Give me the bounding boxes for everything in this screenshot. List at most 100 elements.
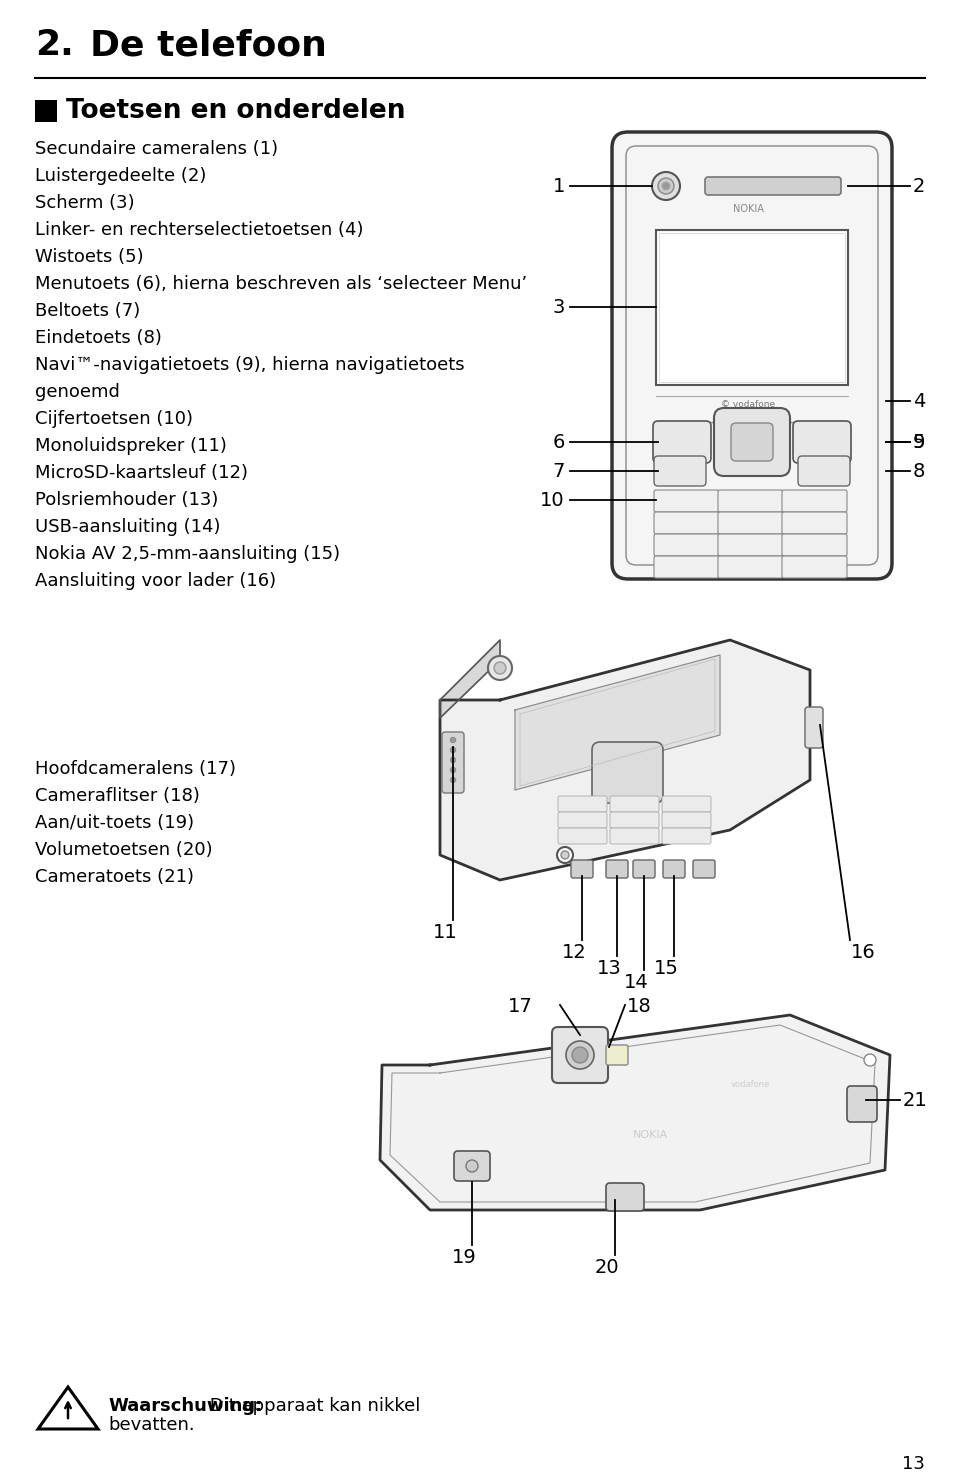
Text: bevatten.: bevatten. (108, 1415, 195, 1435)
FancyBboxPatch shape (714, 408, 790, 476)
FancyBboxPatch shape (654, 456, 706, 486)
Text: 9: 9 (805, 539, 810, 548)
Text: 15: 15 (654, 959, 679, 978)
FancyBboxPatch shape (592, 742, 663, 803)
Circle shape (566, 1040, 594, 1069)
FancyBboxPatch shape (805, 707, 823, 748)
FancyBboxPatch shape (633, 860, 655, 877)
Text: Cijfertoetsen (10): Cijfertoetsen (10) (35, 411, 193, 428)
Text: 16: 16 (851, 943, 876, 962)
Text: 18: 18 (627, 997, 652, 1017)
Text: Scherm (3): Scherm (3) (35, 194, 134, 212)
Circle shape (494, 662, 506, 674)
Text: 5: 5 (913, 433, 925, 452)
FancyBboxPatch shape (782, 534, 847, 556)
Text: 3: 3 (805, 496, 810, 505)
Text: def: def (816, 496, 825, 501)
Circle shape (451, 768, 455, 772)
Text: 8: 8 (913, 462, 925, 482)
Text: 1: 1 (677, 496, 682, 505)
Text: vodafone: vodafone (731, 1080, 770, 1089)
FancyBboxPatch shape (718, 511, 783, 534)
Circle shape (450, 778, 455, 782)
Circle shape (450, 768, 455, 772)
FancyBboxPatch shape (558, 812, 607, 828)
Polygon shape (440, 640, 810, 880)
Text: 6: 6 (805, 519, 810, 528)
FancyBboxPatch shape (571, 860, 593, 877)
Text: abc: abc (752, 496, 762, 501)
FancyBboxPatch shape (612, 132, 892, 579)
Circle shape (652, 172, 680, 200)
Text: 14: 14 (624, 974, 648, 991)
FancyBboxPatch shape (718, 556, 783, 578)
Text: © vodafone: © vodafone (721, 400, 775, 409)
Circle shape (557, 848, 573, 863)
FancyBboxPatch shape (552, 1027, 608, 1083)
Text: Ȧ: Ȧ (688, 496, 692, 501)
Bar (659, 233, 845, 382)
Bar (35, 99, 57, 122)
FancyBboxPatch shape (454, 1152, 490, 1181)
Text: MicroSD-kaartsleuf (12): MicroSD-kaartsleuf (12) (35, 464, 248, 482)
Text: ☎: ☎ (673, 436, 690, 449)
Text: 7: 7 (677, 539, 682, 548)
Text: wxyz: wxyz (816, 539, 829, 545)
FancyBboxPatch shape (653, 421, 711, 462)
FancyBboxPatch shape (782, 511, 847, 534)
FancyBboxPatch shape (718, 491, 783, 511)
Text: 20: 20 (594, 1258, 619, 1277)
FancyBboxPatch shape (663, 860, 685, 877)
Text: 12: 12 (562, 943, 587, 962)
Bar (656, 230, 848, 385)
Text: mno: mno (816, 519, 828, 523)
Circle shape (451, 757, 455, 762)
FancyBboxPatch shape (442, 732, 464, 793)
FancyBboxPatch shape (705, 176, 841, 196)
Text: 7: 7 (553, 462, 565, 482)
Text: 17: 17 (508, 997, 533, 1017)
Text: 4: 4 (913, 393, 925, 411)
Text: Aan/uit-toets (19): Aan/uit-toets (19) (35, 814, 194, 831)
Text: Beltoets (7): Beltoets (7) (35, 302, 140, 320)
Text: ghi: ghi (688, 519, 697, 523)
Text: ...: ... (752, 562, 757, 568)
Text: +: + (688, 562, 693, 568)
Text: 3: 3 (553, 298, 565, 317)
FancyBboxPatch shape (793, 421, 851, 462)
Polygon shape (380, 1015, 890, 1209)
Text: NOKIA: NOKIA (732, 205, 763, 213)
Text: Menutoets (6), hierna beschreven als ‘selecteer Menu’: Menutoets (6), hierna beschreven als ‘se… (35, 276, 527, 293)
Circle shape (488, 657, 512, 680)
FancyBboxPatch shape (847, 1086, 877, 1122)
Text: USB-aansluiting (14): USB-aansluiting (14) (35, 519, 221, 536)
Text: Volumetoetsen (20): Volumetoetsen (20) (35, 840, 212, 860)
Text: Cameratoets (21): Cameratoets (21) (35, 868, 194, 886)
FancyBboxPatch shape (782, 491, 847, 511)
Text: Wistoets (5): Wistoets (5) (35, 247, 144, 265)
Text: ¤: ¤ (816, 562, 820, 568)
FancyBboxPatch shape (662, 812, 711, 828)
FancyBboxPatch shape (662, 796, 711, 812)
Text: Dit apparaat kan nikkel: Dit apparaat kan nikkel (204, 1398, 420, 1415)
Text: Luistergedeelte (2): Luistergedeelte (2) (35, 167, 206, 185)
Text: genoemd: genoemd (35, 382, 120, 402)
Text: 11: 11 (433, 923, 457, 943)
Text: 1: 1 (553, 176, 565, 196)
Text: 5: 5 (741, 519, 746, 528)
Text: 2: 2 (741, 496, 746, 505)
FancyBboxPatch shape (718, 534, 783, 556)
Text: De telefoon: De telefoon (90, 28, 326, 62)
Circle shape (450, 757, 455, 763)
Text: pqrs: pqrs (688, 539, 700, 545)
Text: 8: 8 (741, 539, 746, 548)
FancyBboxPatch shape (606, 860, 628, 877)
FancyBboxPatch shape (610, 812, 659, 828)
FancyBboxPatch shape (654, 534, 719, 556)
Text: Nokia AV 2,5-mm-aansluiting (15): Nokia AV 2,5-mm-aansluiting (15) (35, 545, 340, 563)
FancyBboxPatch shape (693, 860, 715, 877)
FancyBboxPatch shape (782, 556, 847, 578)
Text: Hoofdcameralens (17): Hoofdcameralens (17) (35, 760, 236, 778)
Circle shape (662, 182, 670, 190)
FancyBboxPatch shape (654, 491, 719, 511)
